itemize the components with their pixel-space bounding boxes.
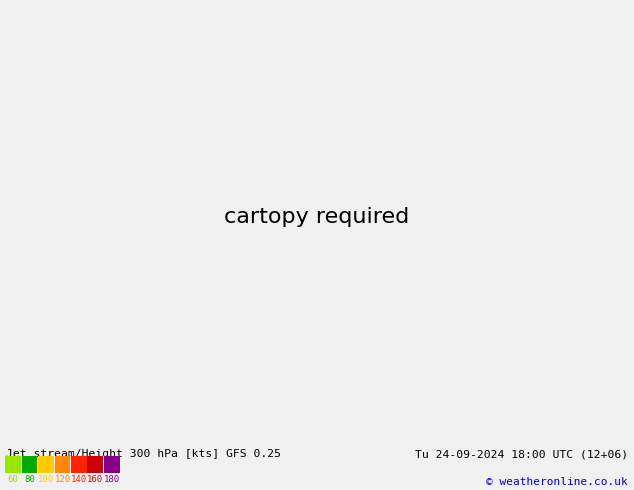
Text: 140: 140 [71,475,87,484]
Text: Jet stream/Height 300 hPa [kts] GFS 0.25: Jet stream/Height 300 hPa [kts] GFS 0.25 [6,449,281,460]
FancyBboxPatch shape [5,456,21,473]
FancyBboxPatch shape [38,456,54,473]
Text: Tu 24-09-2024 18:00 UTC (12+06): Tu 24-09-2024 18:00 UTC (12+06) [415,449,628,460]
FancyBboxPatch shape [55,456,70,473]
Text: 80: 80 [24,475,35,484]
Text: cartopy required: cartopy required [224,207,410,227]
FancyBboxPatch shape [71,456,87,473]
Text: 100: 100 [38,475,54,484]
Text: 120: 120 [55,475,70,484]
Text: © weatheronline.co.uk: © weatheronline.co.uk [486,477,628,487]
Text: 180: 180 [104,475,120,484]
Text: 60: 60 [8,475,18,484]
FancyBboxPatch shape [104,456,120,473]
FancyBboxPatch shape [87,456,103,473]
Text: 160: 160 [87,475,103,484]
FancyBboxPatch shape [22,456,37,473]
